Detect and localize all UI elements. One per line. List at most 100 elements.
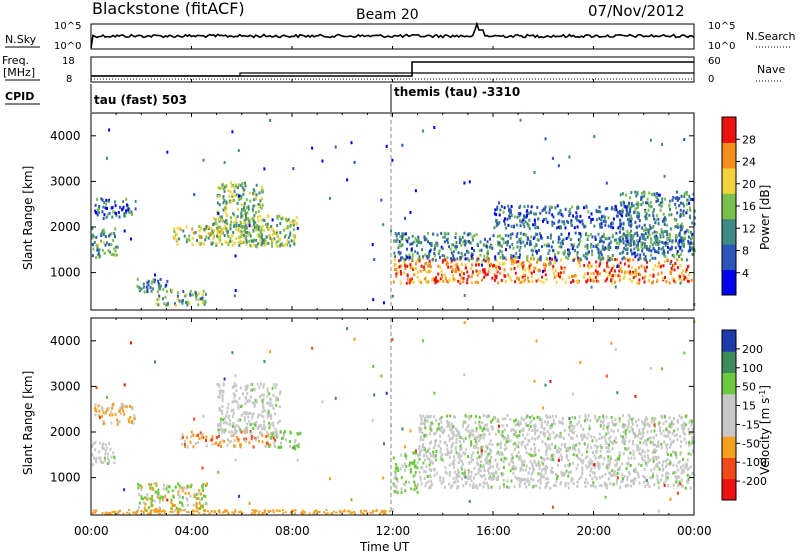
heatmap-cell <box>538 268 541 272</box>
heatmap-cell <box>233 439 236 443</box>
heatmap-cell <box>624 447 627 451</box>
heatmap-cell <box>149 512 152 515</box>
heatmap-cell <box>686 458 689 462</box>
heatmap-cell <box>682 274 685 278</box>
heatmap-cell <box>544 263 547 267</box>
heatmap-cell <box>157 303 160 307</box>
heatmap-cell <box>682 239 685 243</box>
heatmap-cell <box>103 201 106 205</box>
heatmap-cell <box>292 219 295 223</box>
heatmap-cell <box>572 453 575 457</box>
heatmap-cell <box>233 241 236 245</box>
heatmap-cell <box>584 456 587 460</box>
heatmap-cell <box>528 466 531 470</box>
heatmap-cell <box>586 446 589 450</box>
heatmap-cell <box>99 456 102 460</box>
nave-tick-top: 60 <box>708 56 721 67</box>
heatmap-cell <box>609 435 612 439</box>
heatmap-cell <box>464 414 467 418</box>
heatmap-cell <box>623 246 626 250</box>
heatmap-cell <box>616 458 618 462</box>
heatmap-cell <box>186 300 189 304</box>
heatmap-cell <box>212 223 214 227</box>
heatmap-cell <box>533 245 536 249</box>
heatmap-cell <box>672 264 674 268</box>
heatmap-cell <box>630 234 633 237</box>
heatmap-cell <box>363 509 366 512</box>
heatmap-cell <box>400 453 403 457</box>
heatmap-cell <box>461 270 463 274</box>
heatmap-cell <box>537 463 540 467</box>
heatmap-cell <box>449 247 452 251</box>
heatmap-cell <box>577 448 580 452</box>
heatmap-cell <box>469 483 472 487</box>
heatmap-cell <box>641 430 644 434</box>
heatmap-cell <box>683 432 686 436</box>
heatmap-cell <box>242 240 245 244</box>
heatmap-cell <box>676 198 679 202</box>
heatmap-cell <box>586 278 589 282</box>
heatmap-cell <box>169 288 172 292</box>
heatmap-cell <box>466 477 469 481</box>
heatmap-cell <box>641 249 644 253</box>
heatmap-cell <box>468 240 470 243</box>
heatmap-cell <box>585 477 588 481</box>
heatmap-cell <box>219 230 222 234</box>
heatmap-cell <box>543 427 546 431</box>
heatmap-cell <box>613 269 616 273</box>
heatmap-cell <box>660 264 663 268</box>
heatmap-cell <box>605 463 608 467</box>
heatmap-cell <box>271 386 274 390</box>
heatmap-cell <box>606 275 609 278</box>
heatmap-cell <box>210 510 213 513</box>
heatmap-cell <box>237 207 240 211</box>
heatmap-cell <box>207 231 210 235</box>
heatmap-cell <box>229 240 232 243</box>
heatmap-cell <box>611 266 614 270</box>
heatmap-cell <box>584 485 587 488</box>
heatmap-cell <box>250 422 253 426</box>
heatmap-cell <box>649 274 652 277</box>
heatmap-cell <box>677 241 680 245</box>
heatmap-cell <box>221 231 224 235</box>
heatmap-cell <box>157 279 160 283</box>
heatmap-cell <box>674 196 677 200</box>
heatmap-cell <box>648 485 651 488</box>
heatmap-cell <box>611 221 614 225</box>
heatmap-cell <box>479 464 482 468</box>
heatmap-cell <box>521 275 524 279</box>
heatmap-cell <box>673 429 676 433</box>
heatmap-cell <box>463 471 466 475</box>
heatmap-cell <box>281 436 284 440</box>
heatmap-cell <box>376 509 379 512</box>
heatmap-cell <box>608 471 611 475</box>
heatmap-cell <box>572 444 575 448</box>
heatmap-cell <box>669 199 671 203</box>
freq-tick-bottom: 8 <box>66 74 72 85</box>
heatmap-cell <box>589 419 592 423</box>
heatmap-cell <box>591 439 594 443</box>
heatmap-cell <box>665 446 668 450</box>
heatmap-cell <box>615 440 618 444</box>
heatmap-cell <box>262 383 265 387</box>
heatmap-cell <box>606 264 609 268</box>
heatmap-cell <box>544 273 547 277</box>
heatmap-cell <box>227 234 229 238</box>
heatmap-cell <box>223 428 225 432</box>
heatmap-cell <box>575 211 578 215</box>
heatmap-cell <box>487 467 490 471</box>
heatmap-cell <box>205 502 208 506</box>
heatmap-cell <box>522 433 525 437</box>
heatmap-cell <box>409 461 411 465</box>
heatmap-cell <box>652 214 655 218</box>
heatmap-cell <box>690 241 693 245</box>
heatmap-cell <box>418 426 421 430</box>
heatmap-cell <box>648 224 651 228</box>
heatmap-cell <box>534 220 536 224</box>
heatmap-cell <box>401 427 404 431</box>
heatmap-cell <box>470 252 473 256</box>
heatmap-cell <box>633 477 636 481</box>
heatmap-cell <box>593 475 596 479</box>
heatmap-cell <box>528 428 531 431</box>
heatmap-cell <box>429 484 432 488</box>
